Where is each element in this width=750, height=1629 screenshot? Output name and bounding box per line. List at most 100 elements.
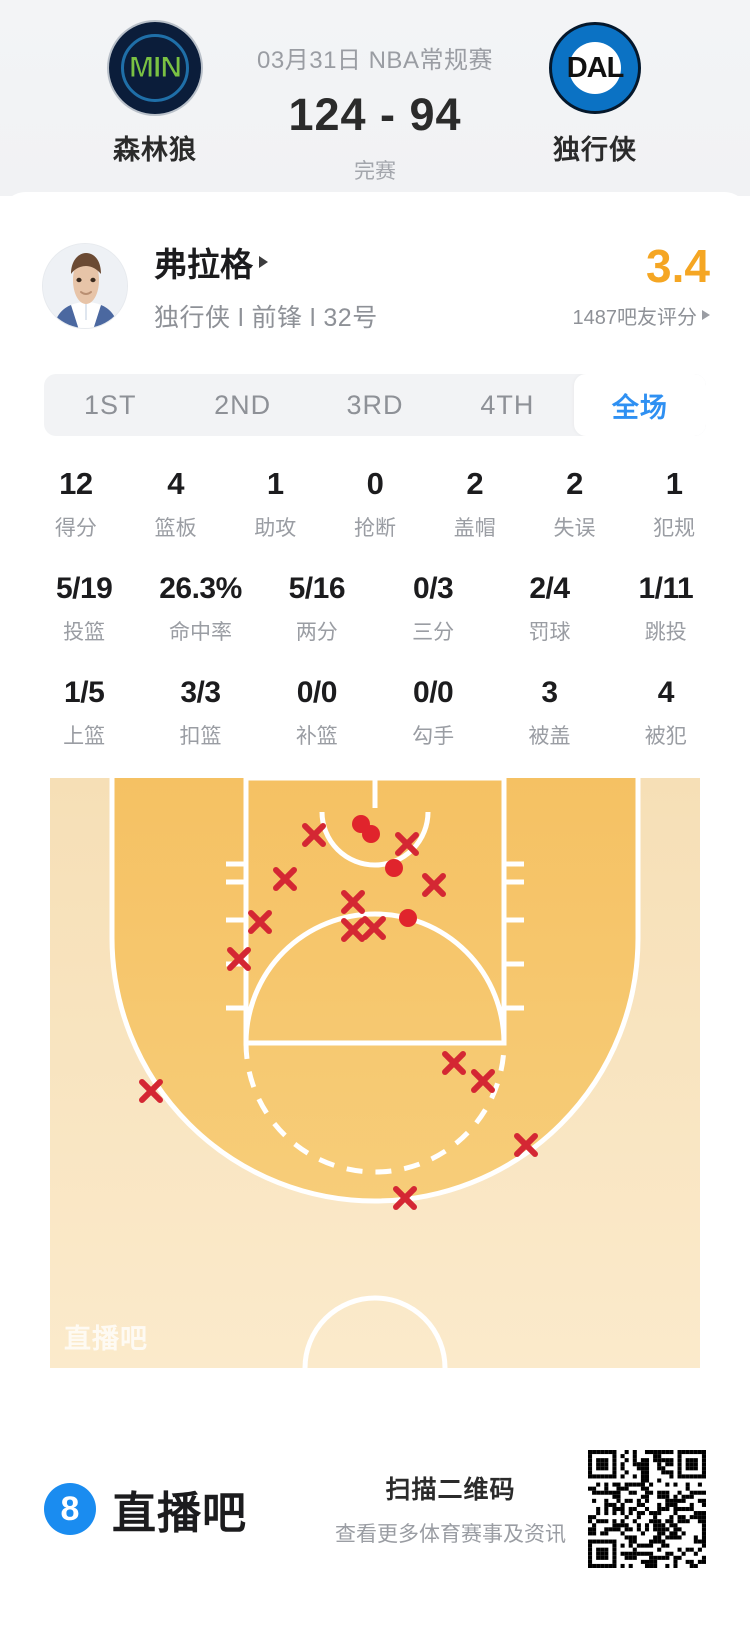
stats-row-shooting: 5/19 投篮 26.3% 命中率 5/16 两分 0/3 三分 2/4 罚: [26, 572, 724, 646]
shot-missed-marker: [302, 823, 326, 847]
lane-hash-marks-right: [504, 861, 524, 1011]
tab-3rd[interactable]: 3RD: [346, 389, 404, 420]
stat-label: 两分: [295, 621, 338, 644]
stat-label: 跳投: [644, 621, 687, 644]
stat-value: 0/0: [296, 676, 338, 709]
match-status: 完赛: [354, 160, 396, 183]
player-meta: 弗拉格 独行侠 l 前锋 l 32号: [154, 238, 573, 334]
away-team[interactable]: DAL 独行侠: [500, 22, 690, 167]
stat-tip-in: 0/0 补篮: [259, 676, 375, 750]
min-team-logo-icon: MIN: [109, 22, 201, 114]
stat-value: 5/19: [55, 572, 113, 605]
stat-blocked: 3 被盖: [491, 676, 607, 750]
stat-value: 4: [167, 466, 184, 501]
stat-label: 扣篮: [179, 725, 222, 748]
home-team-logo-wrap: MIN: [109, 22, 201, 114]
brand-logo[interactable]: 8 直播吧: [44, 1477, 335, 1541]
stat-value: 26.3%: [159, 572, 242, 605]
home-team[interactable]: MIN 森林狼: [60, 22, 250, 167]
tab-2nd[interactable]: 2ND: [214, 389, 272, 420]
chevron-right-icon: [259, 256, 268, 268]
qr-text: 扫描二维码 查看更多体育赛事及资讯: [335, 1470, 566, 1548]
stat-value: 0/3: [413, 572, 454, 605]
stat-dunk: 3/3 扣篮: [142, 676, 258, 750]
rating-subtitle-row[interactable]: 1487吧友评分: [572, 301, 710, 330]
stat-value: 1/5: [64, 676, 105, 709]
stat-rebounds: 4 篮板: [126, 466, 226, 542]
stat-field-goals: 5/19 投篮: [26, 572, 142, 646]
stat-label: 命中率: [168, 621, 232, 644]
player-row[interactable]: 弗拉格 独行侠 l 前锋 l 32号 3.4 1487吧友评分: [0, 220, 750, 340]
stat-label: 罚球: [528, 621, 571, 644]
stat-label: 抢断: [354, 517, 397, 540]
match-header: MIN 森林狼 03月31日 NBA常规赛 124 - 94 完赛 DAL 独行…: [0, 0, 750, 196]
stat-label: 犯规: [653, 517, 696, 540]
qr-block[interactable]: 扫描二维码 查看更多体育赛事及资讯: [335, 1450, 706, 1568]
stat-label: 得分: [54, 517, 97, 540]
court-diagram: [50, 778, 700, 1368]
tab-full-game[interactable]: 全场: [573, 374, 706, 436]
qr-subtitle: 查看更多体育赛事及资讯: [335, 1523, 566, 1546]
tab-4th[interactable]: 4TH: [480, 389, 535, 420]
shot-missed-marker: [139, 1079, 163, 1103]
shot-missed-marker: [227, 947, 251, 971]
stat-free-throws: 2/4 罚球: [491, 572, 607, 646]
away-team-logo-wrap: DAL: [549, 22, 641, 114]
stat-fg-percent: 26.3% 命中率: [142, 572, 258, 646]
stat-steals: 0 抢断: [325, 466, 425, 542]
period-tabs[interactable]: 1ST 2ND 3RD 4TH 全场: [44, 374, 706, 436]
shot-markers-layer: [139, 815, 538, 1210]
stat-label: 投篮: [63, 621, 106, 644]
stat-fouls: 1 犯规: [624, 466, 724, 542]
avatar-portrait-icon: [43, 244, 127, 328]
stat-layup: 1/5 上篮: [26, 676, 142, 750]
dal-team-logo-icon: DAL: [549, 22, 641, 114]
player-avatar: [42, 243, 128, 329]
stats-table: 12 得分 4 篮板 1 助攻 0 抢断 2 盖帽: [0, 466, 750, 750]
stat-value: 0: [366, 466, 384, 501]
rating-box[interactable]: 3.4 1487吧友评分: [573, 243, 717, 330]
qr-code-icon[interactable]: [588, 1450, 706, 1568]
stat-value: 1: [266, 466, 284, 501]
stat-label: 勾手: [412, 725, 455, 748]
tab-1st[interactable]: 1ST: [83, 389, 137, 420]
stat-value: 0/0: [413, 676, 454, 709]
stat-label: 助攻: [254, 517, 297, 540]
shot-made-marker: [399, 909, 417, 927]
shot-missed-marker: [341, 890, 365, 914]
brand-name: 直播吧: [112, 1489, 247, 1538]
match-title: 03月31日 NBA常规赛: [257, 47, 493, 74]
stat-fouled: 4 被犯: [608, 676, 724, 750]
brand-mark-icon: 8: [44, 1483, 96, 1535]
stat-value: 2/4: [529, 572, 570, 605]
stat-value: 5/16: [288, 572, 346, 605]
shot-missed-marker: [393, 1186, 417, 1210]
stat-value: 12: [59, 466, 93, 501]
stat-assists: 1 助攻: [225, 466, 325, 542]
stat-label: 上篮: [63, 725, 106, 748]
match-center-info: 03月31日 NBA常规赛 124 - 94 完赛: [250, 22, 500, 185]
stat-hook-shot: 0/0 勾手: [375, 676, 491, 750]
stat-three-point: 0/3 三分: [375, 572, 491, 646]
shot-made-marker: [362, 825, 380, 843]
match-score: 124 - 94: [288, 89, 462, 140]
shot-missed-marker: [422, 873, 446, 897]
stats-row-basic: 12 得分 4 篮板 1 助攻 0 抢断 2 盖帽: [26, 466, 724, 542]
player-name: 弗拉格: [154, 246, 253, 283]
player-name-row[interactable]: 弗拉格: [154, 238, 573, 286]
shot-missed-marker: [248, 910, 272, 934]
rating-subtitle: 1487吧友评分: [572, 306, 698, 329]
stat-turnovers: 2 失误: [525, 466, 625, 542]
stat-label: 失误: [553, 517, 596, 540]
stat-value: 2: [566, 466, 583, 501]
shot-missed-marker: [273, 867, 297, 891]
shot-missed-marker: [471, 1069, 495, 1093]
stat-jump-shot: 1/11 跳投: [608, 572, 724, 646]
stat-label: 盖帽: [453, 517, 496, 540]
stat-value: 1/11: [638, 572, 694, 605]
home-team-abbr: MIN: [129, 51, 183, 85]
shot-chart[interactable]: 直播吧: [50, 778, 700, 1368]
away-team-abbr: DAL: [566, 51, 625, 84]
shot-missed-marker: [395, 832, 419, 856]
